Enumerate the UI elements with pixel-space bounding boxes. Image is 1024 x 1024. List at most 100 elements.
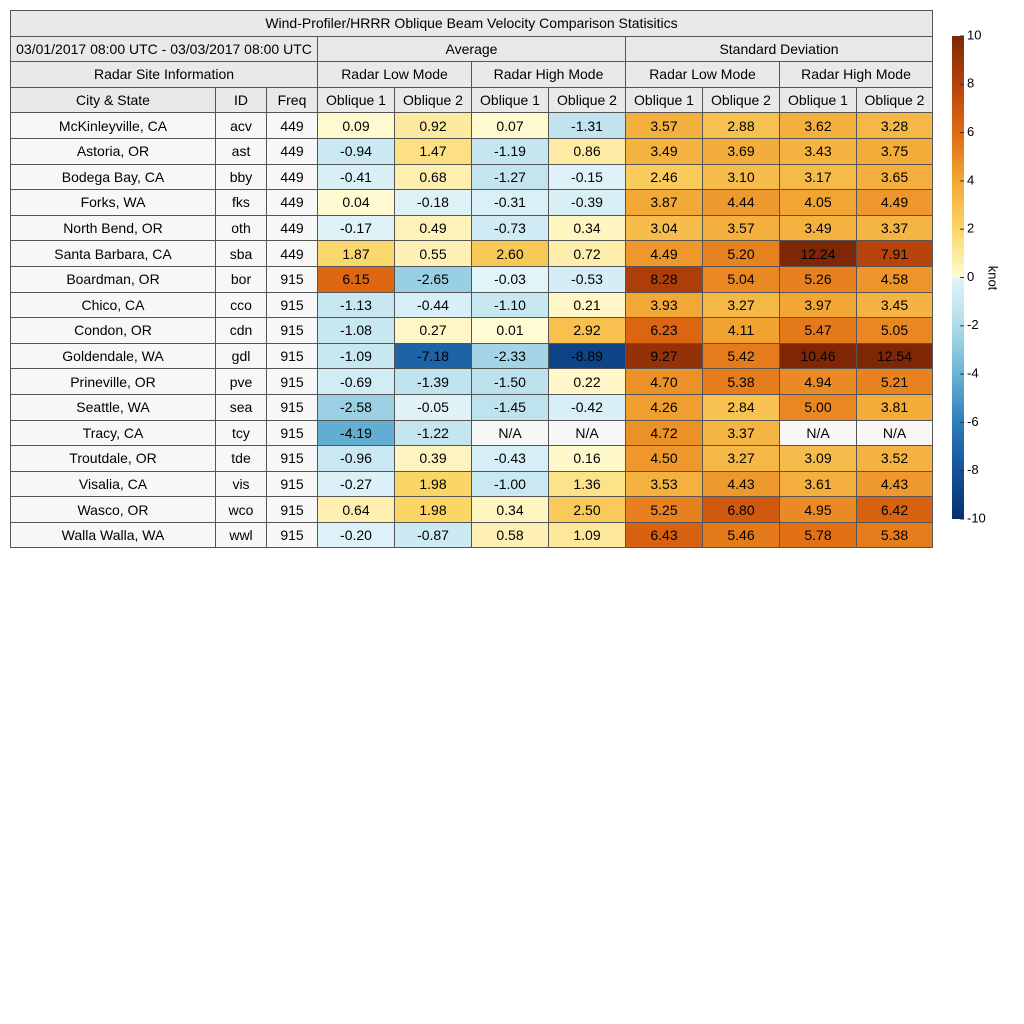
value-cell: 1.47	[394, 137, 472, 165]
value-cell: 4.95	[779, 496, 857, 523]
value-cell: 1.87	[317, 240, 395, 267]
column-header: Oblique 2	[548, 86, 626, 114]
colorbar-tick-label: -4	[967, 366, 979, 381]
value-cell: 12.24	[779, 240, 857, 267]
value-cell: 6.15	[317, 265, 395, 293]
value-cell: 3.75	[856, 137, 933, 165]
site-cell: Chico, CA	[10, 291, 216, 319]
site-cell: North Bend, OR	[10, 214, 216, 242]
value-cell: 0.86	[548, 137, 626, 165]
value-cell: 5.04	[702, 265, 780, 293]
value-cell: 1.09	[548, 521, 626, 549]
site-cell: 915	[266, 445, 318, 472]
colorbar-tick-label: 8	[967, 76, 974, 91]
value-cell: 6.80	[702, 496, 780, 523]
site-cell: Seattle, WA	[10, 393, 216, 421]
value-cell: 3.53	[625, 470, 703, 498]
value-cell: 0.39	[394, 445, 472, 472]
value-cell: N/A	[548, 419, 626, 447]
value-cell: 6.42	[856, 496, 933, 523]
site-cell: bor	[215, 265, 267, 293]
colorbar-gradient	[952, 36, 964, 519]
value-cell: 6.43	[625, 521, 703, 549]
site-cell: 915	[266, 393, 318, 421]
value-cell: 5.21	[856, 368, 933, 395]
value-cell: 4.43	[702, 470, 780, 498]
column-header: Oblique 1	[317, 86, 395, 114]
value-cell: -0.94	[317, 137, 395, 165]
value-cell: -0.42	[548, 393, 626, 421]
value-cell: 6.23	[625, 317, 703, 344]
value-cell: 5.20	[702, 240, 780, 267]
value-cell: 3.61	[779, 470, 857, 498]
value-cell: 12.54	[856, 342, 933, 370]
value-cell: -0.43	[471, 445, 549, 472]
site-cell: wwl	[215, 521, 267, 549]
mode-header: Radar Low Mode	[625, 61, 780, 88]
value-cell: 3.65	[856, 163, 933, 191]
site-cell: Walla Walla, WA	[10, 521, 216, 549]
value-cell: 0.21	[548, 291, 626, 319]
value-cell: 4.11	[702, 317, 780, 344]
site-cell: cco	[215, 291, 267, 319]
value-cell: -0.69	[317, 368, 395, 395]
value-cell: 0.58	[471, 521, 549, 549]
value-cell: 3.10	[702, 163, 780, 191]
data-row: North Bend, OR oth 449 -0.17 0.49 -0.73 0.34 3.…	[10, 214, 933, 242]
value-cell: 5.78	[779, 521, 857, 549]
stats-table: Wind-Profiler/HRRR Oblique Beam Velocity…	[10, 10, 933, 549]
site-cell: acv	[215, 112, 267, 139]
value-cell: -0.31	[471, 189, 549, 216]
colorbar-label: knot	[986, 266, 1001, 291]
value-cell: 7.91	[856, 240, 933, 267]
data-row: Wasco, OR wco 915 0.64 1.98 0.34 2.50 5.25 6.80 4…	[10, 496, 933, 523]
colorbar-tick-label: 10	[967, 27, 981, 42]
site-cell: 449	[266, 112, 318, 139]
value-cell: -2.58	[317, 393, 395, 421]
value-cell: 10.46	[779, 342, 857, 370]
value-cell: 0.04	[317, 189, 395, 216]
value-cell: 4.58	[856, 265, 933, 293]
value-cell: N/A	[856, 419, 933, 447]
group-header: Average	[317, 35, 626, 63]
value-cell: 2.46	[625, 163, 703, 191]
value-cell: 3.45	[856, 291, 933, 319]
value-cell: -0.27	[317, 470, 395, 498]
colorbar-tick-label: -8	[967, 462, 979, 477]
site-cell: Forks, WA	[10, 189, 216, 216]
column-header: Oblique 2	[856, 86, 933, 114]
value-cell: -8.89	[548, 342, 626, 370]
value-cell: 3.97	[779, 291, 857, 319]
data-row: Walla Walla, WA wwl 915 -0.20 -0.87 0.58 1.09 6…	[10, 521, 933, 549]
value-cell: -0.18	[394, 189, 472, 216]
value-cell: 0.68	[394, 163, 472, 191]
value-cell: 4.72	[625, 419, 703, 447]
value-cell: 5.25	[625, 496, 703, 523]
value-cell: -0.44	[394, 291, 472, 319]
data-row: Condon, OR cdn 915 -1.08 0.27 0.01 2.92 6.23 4.1…	[10, 317, 933, 344]
site-cell: Condon, OR	[10, 317, 216, 344]
data-row: Visalia, CA vis 915 -0.27 1.98 -1.00 1.36 3.53 4…	[10, 470, 933, 498]
value-cell: 9.27	[625, 342, 703, 370]
value-cell: 5.00	[779, 393, 857, 421]
site-cell: 915	[266, 470, 318, 498]
data-row: Seattle, WA sea 915 -2.58 -0.05 -1.45 -0.42 4.2…	[10, 393, 933, 421]
value-cell: -0.41	[317, 163, 395, 191]
value-cell: -1.50	[471, 368, 549, 395]
value-cell: -0.39	[548, 189, 626, 216]
value-cell: 2.84	[702, 393, 780, 421]
value-cell: 3.69	[702, 137, 780, 165]
site-cell: oth	[215, 214, 267, 242]
site-cell: fks	[215, 189, 267, 216]
value-cell: -1.19	[471, 137, 549, 165]
value-cell: 0.55	[394, 240, 472, 267]
value-cell: 2.50	[548, 496, 626, 523]
colorbar-tick-label: 6	[967, 124, 974, 139]
site-cell: tcy	[215, 419, 267, 447]
data-row: Chico, CA cco 915 -1.13 -0.44 -1.10 0.21 3.93 3.…	[10, 291, 933, 319]
site-cell: cdn	[215, 317, 267, 344]
value-cell: 0.07	[471, 112, 549, 139]
column-header: Oblique 1	[471, 86, 549, 114]
value-cell: 0.27	[394, 317, 472, 344]
